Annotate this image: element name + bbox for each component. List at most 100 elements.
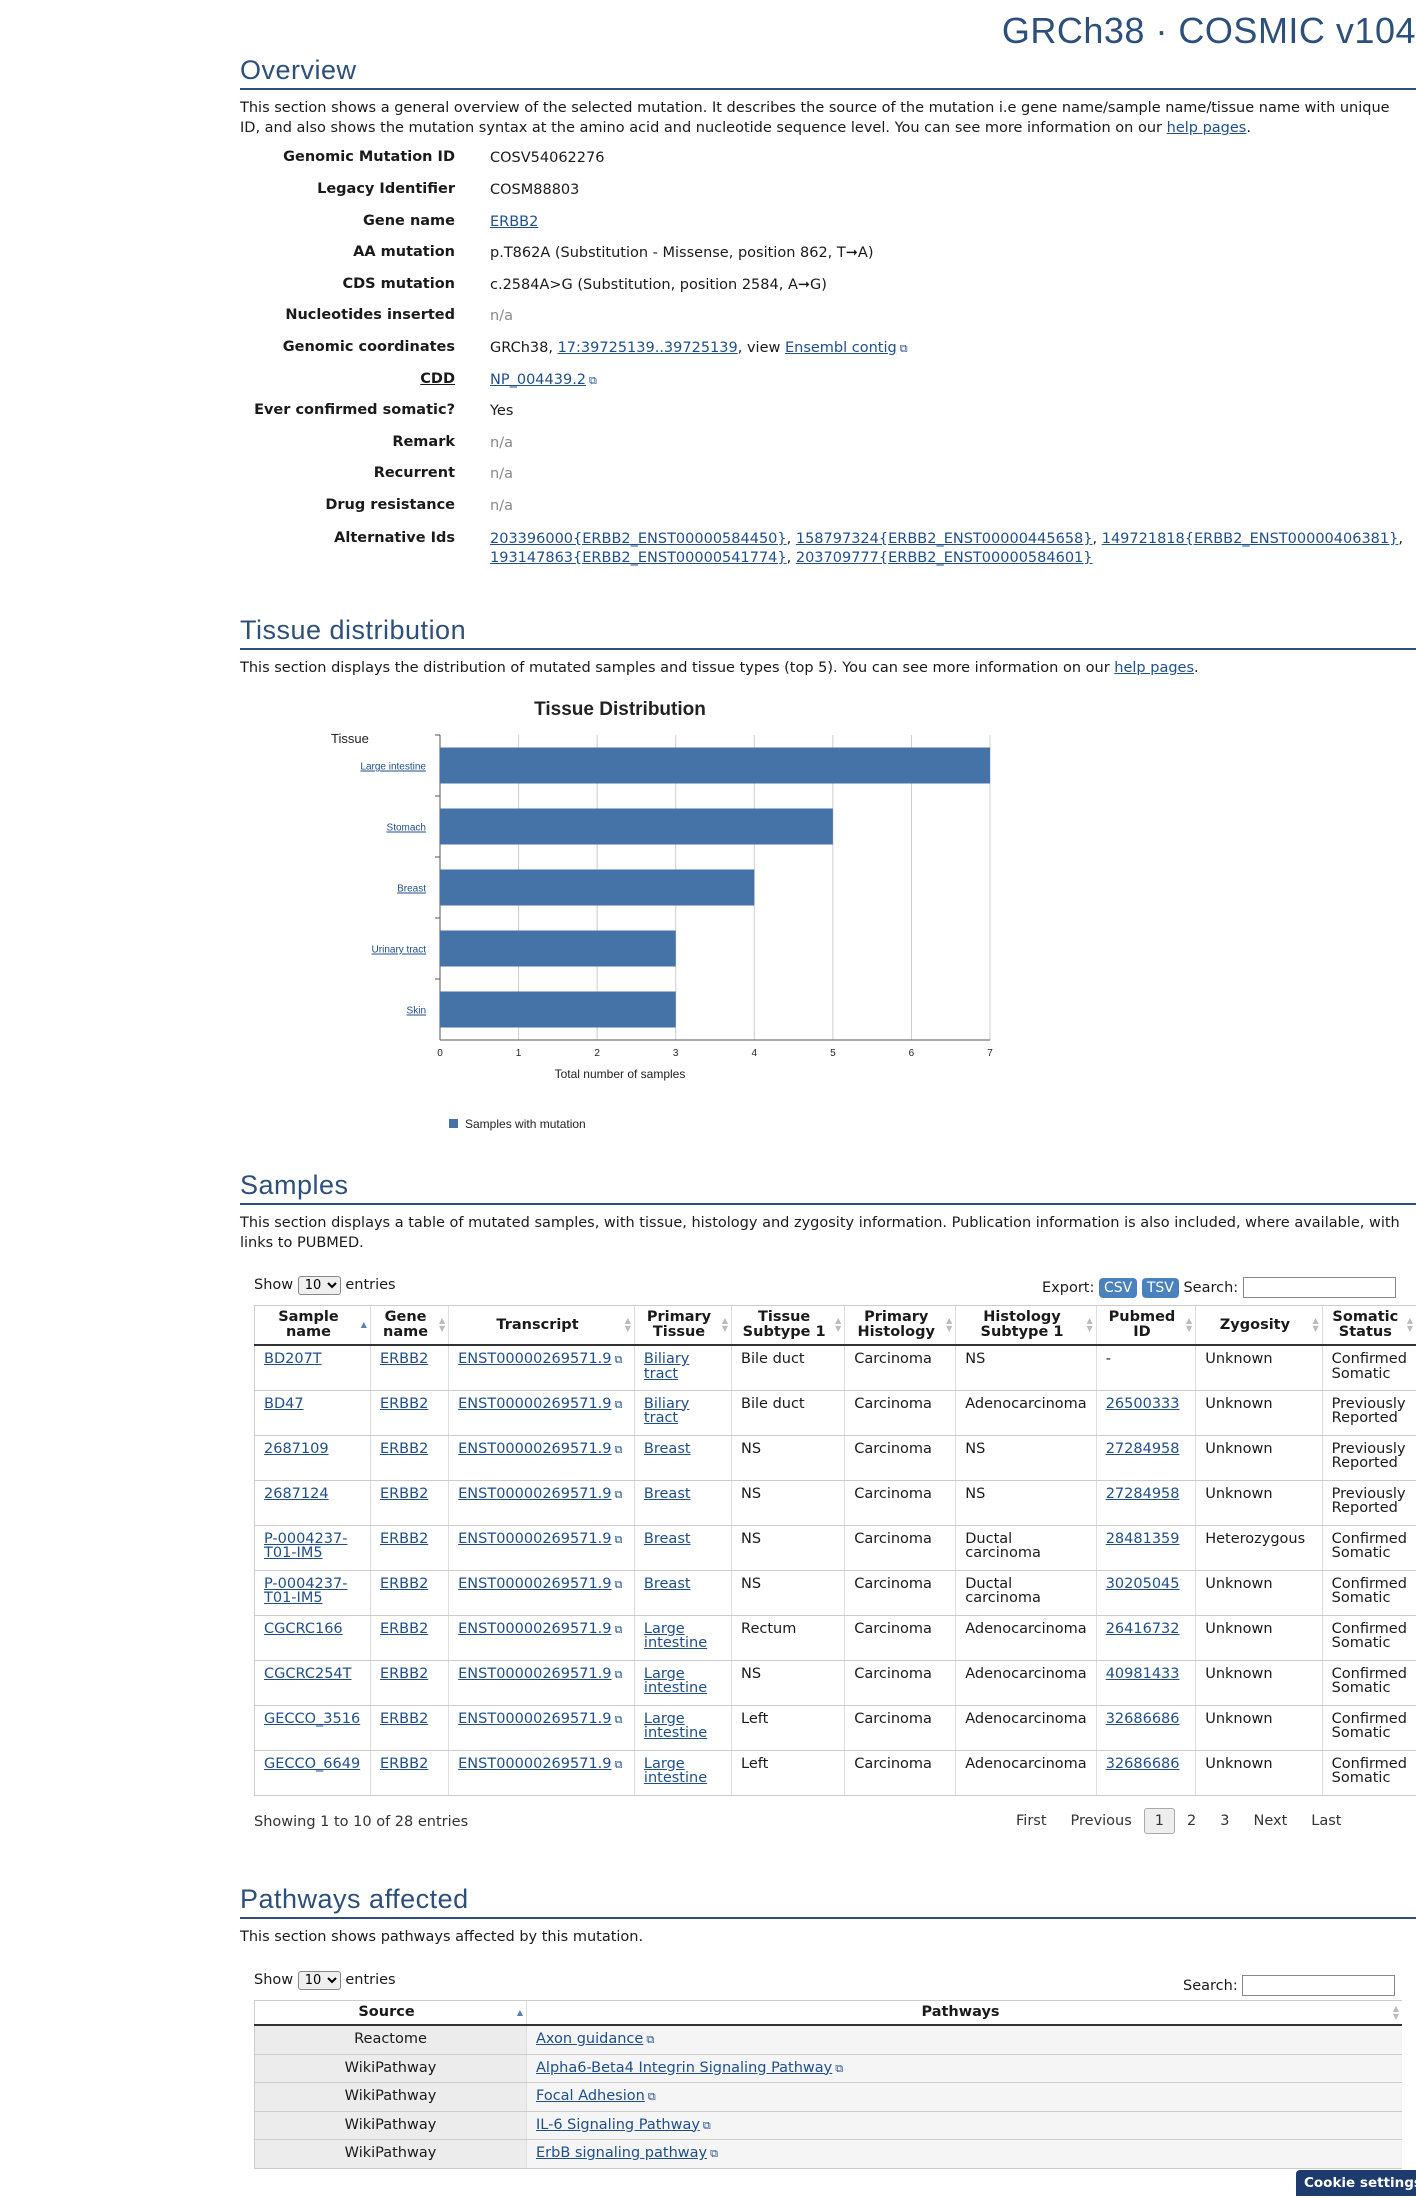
table-cell: Carcinoma [844, 1615, 956, 1661]
cell-link[interactable]: ENST00000269571.9 [458, 1575, 612, 1592]
cell-link[interactable]: 27284958 [1105, 1440, 1180, 1457]
col-header-pubmed-id[interactable]: Pubmed ID ▲ ▼ [1095, 1305, 1196, 1346]
cell-link[interactable]: ERBB2 [379, 1395, 429, 1412]
alt-id-link[interactable]: 149721818{ERBB2_ENST00000406381} [1101, 531, 1399, 547]
category-label[interactable]: Stomach [387, 823, 426, 834]
cell-link[interactable]: ENST00000269571.9 [458, 1485, 612, 1502]
cell-link[interactable]: Breast [643, 1575, 691, 1592]
col-header-primary-histology[interactable]: Primary Histology ▲ ▼ [844, 1305, 956, 1346]
cell-link[interactable]: ENST00000269571.9 [458, 1530, 612, 1547]
col-header-sample-name[interactable]: Sample name ▲ [254, 1305, 371, 1346]
alt-id-link[interactable]: 193147863{ERBB2_ENST00000541774} [490, 550, 787, 566]
cell-link[interactable]: ERBB2 [379, 1710, 429, 1727]
col-header-source[interactable]: Source ▲ [254, 2000, 527, 2026]
col-header-zygosity[interactable]: Zygosity ▲ ▼ [1195, 1305, 1323, 1346]
cell-link[interactable]: CGCRC166 [264, 1620, 343, 1637]
cell-link[interactable]: 26416732 [1105, 1620, 1180, 1637]
pathway-link[interactable]: IL-6 Signaling Pathway [536, 2116, 700, 2133]
cell-link[interactable]: 30205045 [1105, 1575, 1180, 1592]
col-header-primary-tissue[interactable]: Primary Tissue ▲ ▼ [633, 1305, 732, 1346]
cell-link[interactable]: ERBB2 [379, 1351, 429, 1367]
pager-last[interactable]: Last [1311, 1813, 1342, 1829]
pager-page-2[interactable]: 2 [1187, 1813, 1197, 1829]
alt-id-link[interactable]: 158797324{ERBB2_ENST00000445658} [795, 531, 1093, 547]
pathway-link[interactable]: Focal Adhesion [536, 2088, 645, 2104]
cell-link[interactable]: ERBB2 [379, 1530, 429, 1547]
cell-link[interactable]: 28481359 [1105, 1530, 1180, 1547]
cell-link[interactable]: 40981433 [1105, 1665, 1180, 1682]
ensembl-contig-link[interactable]: Ensembl contig [784, 340, 897, 356]
alt-id-link[interactable]: 203709777{ERBB2_ENST00000584601} [795, 550, 1093, 566]
cell-link[interactable]: BD47 [264, 1395, 304, 1412]
category-label[interactable]: Large intestine [360, 762, 426, 773]
cell-link[interactable]: ERBB2 [379, 1440, 429, 1457]
label-cdd[interactable]: CDD [420, 371, 455, 387]
label-nucleotides-inserted: Nucleotides inserted [285, 307, 455, 323]
pathway-link[interactable]: Axon guidance [536, 2031, 644, 2047]
alt-id-link[interactable]: 203396000{ERBB2_ENST00000584450} [490, 531, 787, 547]
cell-link[interactable]: ENST00000269571.9 [458, 1395, 612, 1412]
cell-link[interactable]: GECCO_6649 [264, 1755, 361, 1772]
category-label[interactable]: Skin [407, 1006, 426, 1017]
gene-name-link[interactable]: ERBB2 [490, 214, 539, 230]
cell-link[interactable]: P-0004237-T01-IM5 [264, 1530, 348, 1561]
cell-link[interactable]: ENST00000269571.9 [458, 1710, 612, 1727]
cell-link[interactable]: ERBB2 [379, 1485, 429, 1502]
cell-link[interactable]: 27284958 [1105, 1485, 1180, 1502]
cell-link[interactable]: GECCO_3516 [264, 1710, 361, 1727]
cell-link[interactable]: BD207T [264, 1351, 322, 1367]
cell-link[interactable]: 32686686 [1105, 1755, 1180, 1772]
cell-link[interactable]: ENST00000269571.9 [458, 1620, 612, 1637]
samples-search-input[interactable] [1242, 1277, 1396, 1298]
col-header-tissue-subtype-1[interactable]: Tissue Subtype 1 ▲ ▼ [731, 1305, 845, 1346]
export-tsv-button[interactable]: TSV [1141, 1278, 1179, 1298]
pager-next[interactable]: Next [1253, 1813, 1288, 1829]
cell-link[interactable]: 26500333 [1105, 1395, 1180, 1412]
cell-link[interactable]: P-0004237-T01-IM5 [264, 1575, 348, 1606]
pathway-link[interactable]: Alpha6-Beta4 Integrin Signaling Pathway [536, 2059, 833, 2076]
cell-link[interactable]: CGCRC254T [264, 1665, 352, 1682]
cell-link[interactable]: Large intestine [643, 1620, 708, 1651]
cookie-settings-button[interactable]: Cookie settings [1296, 2170, 1416, 2196]
pathway-link[interactable]: ErbB signaling pathway [536, 2145, 708, 2161]
cell-link[interactable]: ENST00000269571.9 [458, 1440, 612, 1457]
cell-link[interactable]: ENST00000269571.9 [458, 1665, 612, 1682]
cell-link[interactable]: 2687109 [264, 1440, 329, 1457]
col-header-transcript[interactable]: Transcript ▲ ▼ [448, 1305, 635, 1346]
col-header-somatic-status[interactable]: Somatic Status ▲ ▼ [1321, 1305, 1416, 1346]
cell-link[interactable]: ERBB2 [379, 1755, 429, 1772]
coords-link[interactable]: 17:39725139..39725139 [557, 340, 738, 356]
col-header-pathways[interactable]: Pathways ▲ ▼ [526, 2000, 1402, 2026]
category-label[interactable]: Breast [397, 884, 426, 895]
cell-link[interactable]: Large intestine [643, 1710, 708, 1741]
cell-link[interactable]: Biliary tract [643, 1395, 690, 1426]
cell-link[interactable]: Biliary tract [643, 1351, 690, 1382]
cdd-link[interactable]: NP_004439.2 [490, 372, 587, 388]
overview-help-link[interactable]: help pages [1166, 120, 1247, 136]
cell-link[interactable]: ENST00000269571.9 [458, 1351, 612, 1367]
cell-link[interactable]: Breast [643, 1530, 691, 1547]
col-header-histology-subtype-1[interactable]: Histology Subtype 1 ▲ ▼ [955, 1305, 1097, 1346]
samples-page-size-select[interactable]: 10 [297, 1276, 341, 1295]
cell-link[interactable]: ERBB2 [379, 1575, 429, 1592]
cell-link[interactable]: Breast [643, 1440, 691, 1457]
pager-page-3[interactable]: 3 [1220, 1813, 1230, 1829]
export-csv-button[interactable]: CSV [1098, 1278, 1138, 1298]
cell-link[interactable]: ERBB2 [379, 1620, 429, 1637]
cell-link[interactable]: Large intestine [643, 1665, 708, 1696]
samples-heading: Samples [240, 1170, 1416, 1205]
cell-link[interactable]: ERBB2 [379, 1665, 429, 1682]
col-header-gene-name[interactable]: Gene name ▲ ▼ [369, 1305, 449, 1346]
cell-link[interactable]: 32686686 [1105, 1710, 1180, 1727]
pager-first[interactable]: First [1016, 1813, 1047, 1829]
pathways-page-size-select[interactable]: 10 [297, 1971, 341, 1990]
cell-link[interactable]: ENST00000269571.9 [458, 1755, 612, 1772]
category-label[interactable]: Urinary tract [372, 945, 427, 956]
cell-link[interactable]: Large intestine [643, 1755, 708, 1786]
cell-link[interactable]: Breast [643, 1485, 691, 1502]
pager-previous[interactable]: Previous [1070, 1813, 1132, 1829]
cell-link[interactable]: 2687124 [264, 1485, 329, 1502]
tissue-help-link[interactable]: help pages [1114, 660, 1195, 676]
pathways-search-input[interactable] [1242, 1975, 1396, 1996]
pager-page-1[interactable]: 1 [1143, 1808, 1176, 1834]
